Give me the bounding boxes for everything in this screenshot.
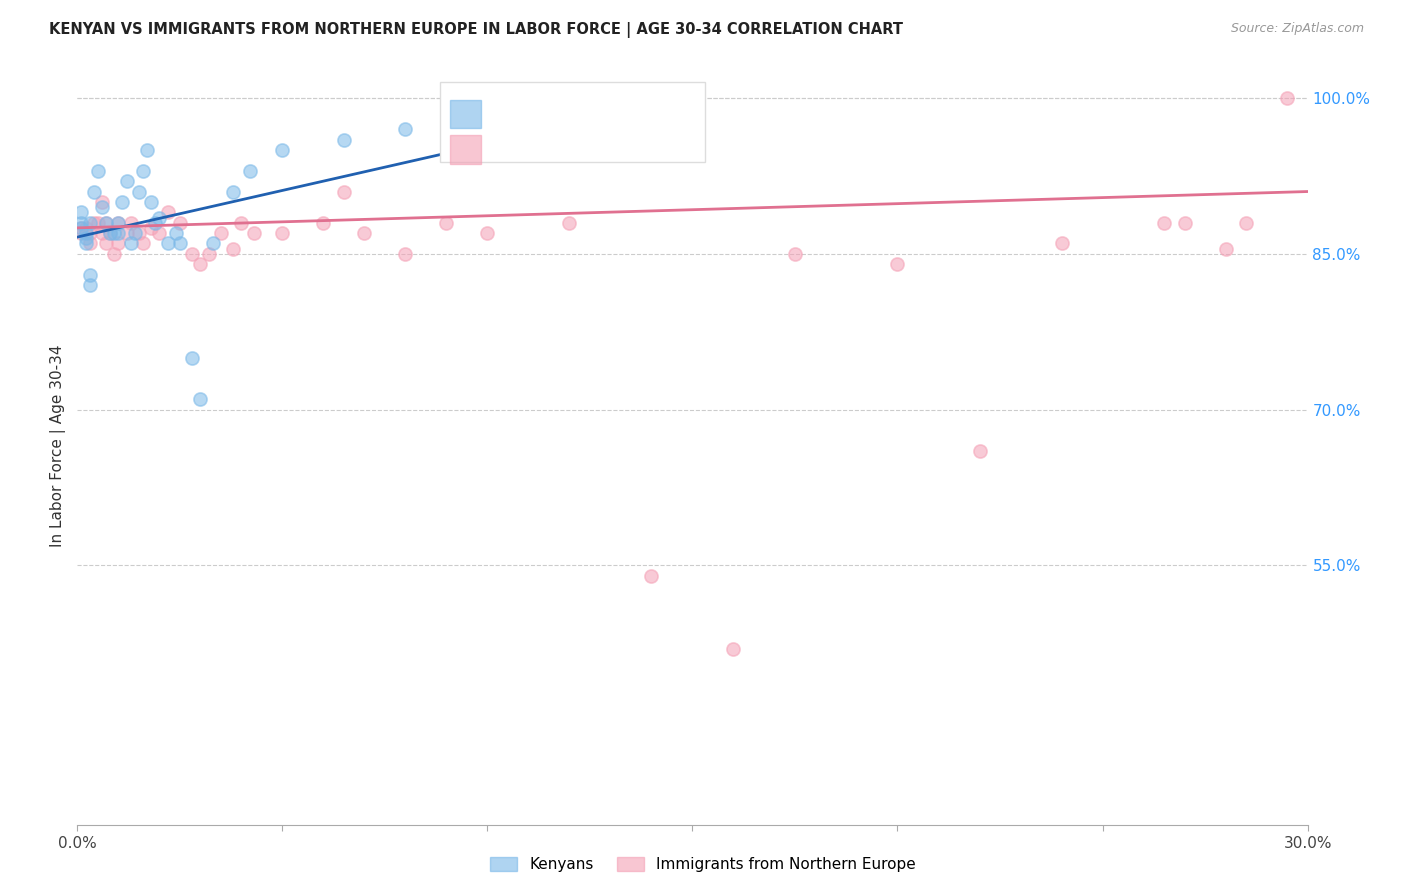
Point xyxy=(103,247,125,261)
Text: Source: ZipAtlas.com: Source: ZipAtlas.com xyxy=(1230,22,1364,36)
Point xyxy=(181,351,204,365)
Point xyxy=(231,216,253,230)
Point xyxy=(128,226,150,240)
Point xyxy=(353,226,375,240)
Point xyxy=(132,163,155,178)
Point xyxy=(107,216,129,230)
Point xyxy=(169,236,191,251)
Point xyxy=(333,185,356,199)
Point xyxy=(94,236,117,251)
Point xyxy=(107,216,129,230)
Point xyxy=(75,220,97,235)
Point xyxy=(394,122,416,136)
Point xyxy=(79,268,101,282)
Point xyxy=(83,216,105,230)
Point xyxy=(107,236,129,251)
Text: R = 0.463: R = 0.463 xyxy=(492,105,575,123)
Point xyxy=(156,205,179,219)
Point xyxy=(436,216,458,230)
Point xyxy=(75,236,97,251)
Point xyxy=(517,122,540,136)
Point xyxy=(333,133,356,147)
Point xyxy=(75,226,97,240)
Text: R = 0.062: R = 0.062 xyxy=(492,141,575,159)
Point xyxy=(723,641,745,656)
Point xyxy=(103,226,125,240)
Legend: Kenyans, Immigrants from Northern Europe: Kenyans, Immigrants from Northern Europe xyxy=(482,849,924,880)
Point xyxy=(115,226,138,240)
Point xyxy=(136,143,159,157)
Point xyxy=(209,226,232,240)
Point xyxy=(90,226,114,240)
Point xyxy=(98,226,121,240)
Point xyxy=(70,220,93,235)
Point xyxy=(79,226,101,240)
Point xyxy=(242,226,264,240)
Point xyxy=(75,231,97,245)
FancyBboxPatch shape xyxy=(440,82,704,161)
Point xyxy=(271,143,294,157)
Point xyxy=(79,236,101,251)
Point xyxy=(239,163,262,178)
Point xyxy=(312,216,335,230)
Point xyxy=(1275,91,1298,105)
Point xyxy=(141,220,163,235)
Point xyxy=(271,226,294,240)
FancyBboxPatch shape xyxy=(450,100,481,128)
Point xyxy=(143,216,166,230)
Point xyxy=(70,226,93,240)
Point xyxy=(222,242,245,256)
Text: N = 39: N = 39 xyxy=(596,105,655,123)
Point xyxy=(87,216,110,230)
Point xyxy=(394,247,416,261)
Point xyxy=(79,278,101,293)
Point xyxy=(120,216,142,230)
Point xyxy=(90,194,114,209)
Point xyxy=(148,226,170,240)
Point xyxy=(94,216,117,230)
Point xyxy=(70,216,93,230)
Y-axis label: In Labor Force | Age 30-34: In Labor Force | Age 30-34 xyxy=(51,344,66,548)
Point xyxy=(111,194,134,209)
Point xyxy=(201,236,224,251)
Point xyxy=(70,205,93,219)
Point xyxy=(188,257,212,271)
Point xyxy=(107,226,129,240)
Point xyxy=(165,226,187,240)
Point xyxy=(132,236,155,251)
Point xyxy=(783,247,806,261)
FancyBboxPatch shape xyxy=(450,136,481,164)
Text: N = 49: N = 49 xyxy=(596,141,654,159)
Point xyxy=(70,220,93,235)
Point xyxy=(124,226,146,240)
Point xyxy=(1234,216,1257,230)
Point xyxy=(1215,242,1237,256)
Point xyxy=(87,163,110,178)
Point xyxy=(558,216,581,230)
Point xyxy=(640,569,662,583)
Point xyxy=(120,236,142,251)
Point xyxy=(148,211,170,225)
Text: KENYAN VS IMMIGRANTS FROM NORTHERN EUROPE IN LABOR FORCE | AGE 30-34 CORRELATION: KENYAN VS IMMIGRANTS FROM NORTHERN EUROP… xyxy=(49,22,903,38)
Point xyxy=(90,200,114,214)
Point xyxy=(969,444,991,458)
Point xyxy=(188,392,212,407)
Point xyxy=(1153,216,1175,230)
Point xyxy=(477,226,499,240)
Point xyxy=(156,236,179,251)
Point xyxy=(79,216,101,230)
Point xyxy=(98,226,121,240)
Point xyxy=(181,247,204,261)
Point xyxy=(115,174,138,188)
Point xyxy=(886,257,908,271)
Point xyxy=(94,216,117,230)
Point xyxy=(141,194,163,209)
Point xyxy=(222,185,245,199)
Point xyxy=(83,185,105,199)
Point xyxy=(1174,216,1197,230)
Point xyxy=(1050,236,1073,251)
Point xyxy=(197,247,219,261)
Point xyxy=(128,185,150,199)
Point xyxy=(169,216,191,230)
